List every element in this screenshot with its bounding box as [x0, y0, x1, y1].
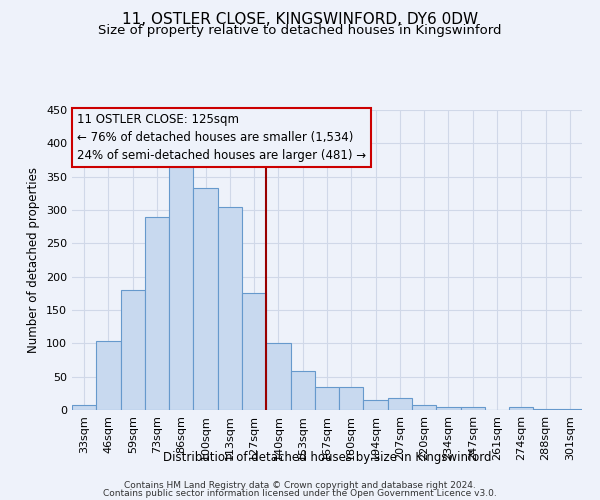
Bar [96, 342, 121, 410]
Text: Distribution of detached houses by size in Kingswinford: Distribution of detached houses by size … [163, 451, 491, 464]
Text: Contains public sector information licensed under the Open Government Licence v3: Contains public sector information licen… [103, 490, 497, 498]
Bar [461, 406, 485, 410]
Bar [558, 408, 582, 410]
Bar [509, 406, 533, 410]
Bar [315, 386, 339, 410]
Bar [266, 344, 290, 410]
Bar [364, 400, 388, 410]
Bar [121, 290, 145, 410]
Bar [242, 292, 266, 410]
Text: Size of property relative to detached houses in Kingswinford: Size of property relative to detached ho… [98, 24, 502, 37]
Bar [145, 216, 169, 410]
Text: Contains HM Land Registry data © Crown copyright and database right 2024.: Contains HM Land Registry data © Crown c… [124, 480, 476, 490]
Bar [193, 188, 218, 410]
Text: 11 OSTLER CLOSE: 125sqm
← 76% of detached houses are smaller (1,534)
24% of semi: 11 OSTLER CLOSE: 125sqm ← 76% of detache… [77, 113, 366, 162]
Text: 11, OSTLER CLOSE, KINGSWINFORD, DY6 0DW: 11, OSTLER CLOSE, KINGSWINFORD, DY6 0DW [122, 12, 478, 28]
Bar [533, 408, 558, 410]
Bar [388, 398, 412, 410]
Bar [339, 386, 364, 410]
Bar [72, 404, 96, 410]
Bar [436, 406, 461, 410]
Bar [169, 166, 193, 410]
Y-axis label: Number of detached properties: Number of detached properties [28, 167, 40, 353]
Bar [412, 404, 436, 410]
Bar [290, 372, 315, 410]
Bar [218, 206, 242, 410]
